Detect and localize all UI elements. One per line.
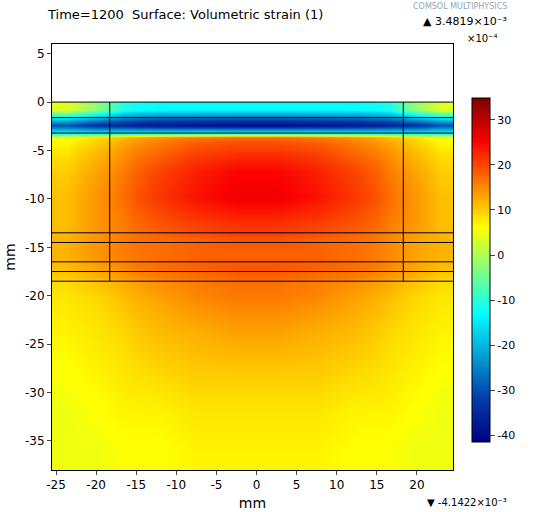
svg-text:▼ -4.1422×10⁻³: ▼ -4.1422×10⁻³: [427, 497, 507, 508]
svg-text:0: 0: [253, 478, 261, 492]
svg-text:-20: -20: [25, 289, 45, 303]
svg-text:10: 10: [497, 204, 511, 217]
svg-text:-10: -10: [25, 192, 45, 206]
svg-text:-20: -20: [497, 339, 515, 352]
svg-text:-10: -10: [167, 478, 187, 492]
svg-text:-5: -5: [33, 144, 45, 158]
svg-text:-20: -20: [86, 478, 106, 492]
svg-text:-30: -30: [25, 386, 45, 400]
svg-text:COMSOL MULTIPHYSICS: COMSOL MULTIPHYSICS: [413, 2, 507, 11]
svg-text:-30: -30: [497, 384, 515, 397]
svg-text:20: 20: [409, 478, 424, 492]
svg-text:0: 0: [37, 95, 45, 109]
svg-text:▲ 3.4819×10⁻³: ▲ 3.4819×10⁻³: [423, 15, 507, 28]
svg-text:-25: -25: [25, 337, 45, 351]
svg-text:-15: -15: [25, 241, 45, 255]
svg-text:mm: mm: [2, 243, 18, 270]
svg-text:10: 10: [329, 478, 344, 492]
svg-text:30: 30: [497, 114, 511, 127]
svg-text:-10: -10: [497, 294, 515, 307]
svg-text:mm: mm: [239, 495, 266, 511]
svg-text:Time=1200 Surface: Volumetric: Time=1200 Surface: Volumetric strain (1): [47, 7, 323, 22]
svg-text:×10⁻⁴: ×10⁻⁴: [467, 33, 497, 44]
svg-text:15: 15: [369, 478, 384, 492]
svg-text:-35: -35: [25, 434, 45, 448]
svg-text:0: 0: [497, 249, 504, 262]
svg-text:5: 5: [37, 47, 45, 61]
svg-text:-25: -25: [46, 478, 66, 492]
svg-text:-15: -15: [126, 478, 146, 492]
svg-text:-40: -40: [497, 429, 515, 442]
svg-text:20: 20: [497, 159, 511, 172]
svg-text:-5: -5: [210, 478, 222, 492]
svg-text:5: 5: [293, 478, 301, 492]
